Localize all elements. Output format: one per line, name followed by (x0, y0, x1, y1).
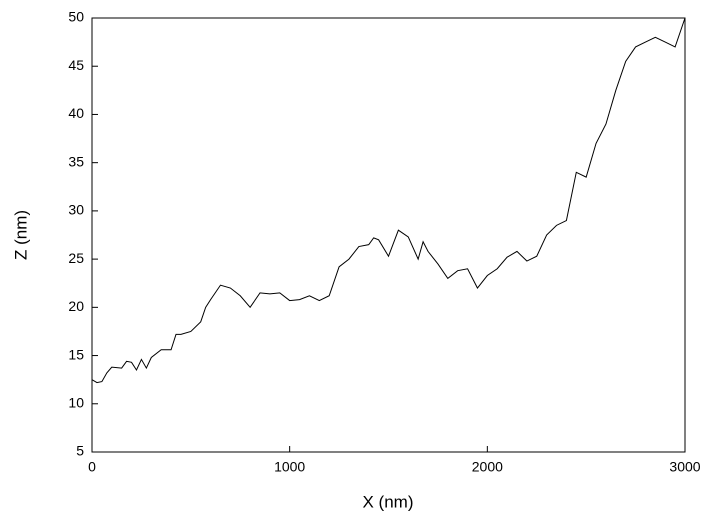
y-tick-label: 15 (68, 346, 84, 362)
y-axis-label: Z (nm) (11, 210, 30, 260)
data-line (91, 17, 686, 384)
x-axis-label: X (nm) (363, 492, 414, 511)
x-tick-label: 0 (88, 459, 96, 475)
y-tick-label: 5 (76, 443, 84, 459)
y-tick-label: 35 (68, 153, 84, 169)
y-tick-label: 40 (68, 105, 84, 121)
x-tick-label: 3000 (669, 459, 700, 475)
y-tick-label: 30 (68, 202, 84, 218)
plot-frame (91, 17, 686, 453)
x-tick-label: 2000 (472, 459, 503, 475)
x-tick-label: 1000 (274, 459, 305, 475)
y-tick-label: 10 (68, 394, 84, 410)
y-tick-label: 25 (68, 250, 84, 266)
y-tick-label: 45 (68, 57, 84, 73)
y-tick-label: 50 (68, 9, 84, 25)
y-tick-label: 20 (68, 298, 84, 314)
